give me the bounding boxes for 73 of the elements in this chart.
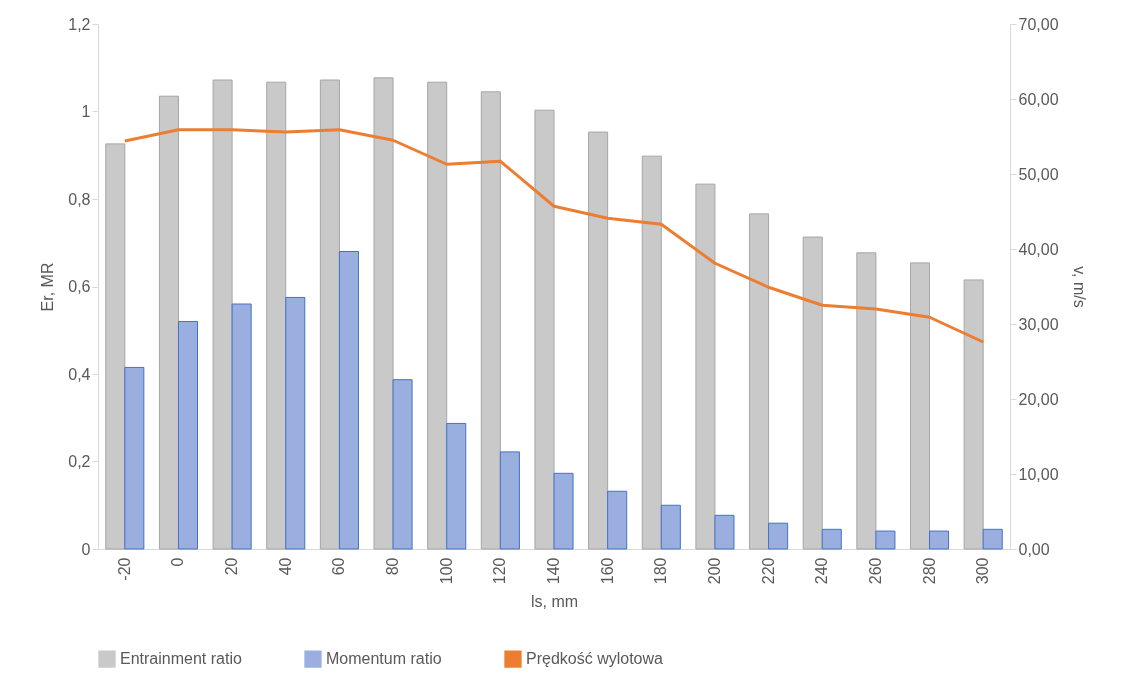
x-tick-label: 240 <box>813 557 831 585</box>
x-tick-label: 280 <box>920 557 938 585</box>
legend-label: Momentum ratio <box>326 650 442 668</box>
y2-tick-label: 70,00 <box>1018 15 1059 33</box>
y-axis-title: Er, MR <box>39 262 57 312</box>
x-tick-label: 120 <box>491 557 509 585</box>
y-tick-label: 1,2 <box>68 15 91 33</box>
x-tick-label: 20 <box>223 557 241 576</box>
bar <box>821 528 842 550</box>
bar <box>427 81 448 550</box>
y2-axis-title: v, m/s <box>1070 266 1088 308</box>
x-tick-label: 0 <box>169 557 187 567</box>
bar <box>749 213 770 550</box>
bar <box>641 155 662 550</box>
y-tick-label: 1 <box>81 103 91 120</box>
bar <box>929 530 950 550</box>
bar <box>338 251 359 550</box>
x-tick-label: 260 <box>866 557 884 585</box>
y-tick-label: 0,2 <box>68 453 91 470</box>
y2-tick-label: 50,00 <box>1018 165 1059 183</box>
x-tick-label: 200 <box>705 557 723 585</box>
x-tick-label: 220 <box>759 557 777 585</box>
x-tick-label: 160 <box>598 557 616 585</box>
bar <box>124 366 145 550</box>
y2-tick-label: 60,00 <box>1018 90 1059 108</box>
bar <box>158 95 179 550</box>
bar <box>373 77 394 550</box>
bar <box>480 91 501 550</box>
bar <box>875 530 896 550</box>
y2-tick-label: 40,00 <box>1018 240 1059 258</box>
bar <box>499 451 520 550</box>
bar <box>714 514 735 550</box>
legend-label: Prędkość wylotowa <box>526 650 664 668</box>
bar <box>982 528 1003 550</box>
bar <box>909 262 931 550</box>
y-tick-label: 0 <box>81 540 91 558</box>
bar <box>285 296 306 550</box>
bar <box>802 236 823 550</box>
y-tick-label: 0,4 <box>68 365 91 383</box>
y2-tick-label: 0,00 <box>1018 540 1050 558</box>
bar <box>319 79 340 550</box>
y2-tick-label: 10,00 <box>1018 465 1059 483</box>
bar <box>105 143 126 550</box>
bar <box>695 183 716 550</box>
bar <box>588 131 609 550</box>
x-tick-label: 100 <box>437 557 455 585</box>
y-tick-label: 0,8 <box>68 190 91 208</box>
bar <box>768 522 789 550</box>
bar <box>607 490 628 550</box>
bar <box>963 279 984 550</box>
line-series <box>123 128 985 344</box>
y-tick-label: 0,6 <box>68 278 91 295</box>
x-axis-title: ls, mm <box>530 593 579 611</box>
x-tick-label: 80 <box>384 557 402 576</box>
bar <box>660 504 681 550</box>
y2-tick-label: 20,00 <box>1018 390 1059 408</box>
bar <box>266 81 287 550</box>
bar <box>446 422 467 550</box>
x-tick-label: 40 <box>276 557 294 576</box>
legend-label: Entrainment ratio <box>120 650 242 668</box>
bar <box>177 321 199 550</box>
bar <box>856 252 877 550</box>
bar <box>553 472 574 550</box>
x-tick-label: 60 <box>330 557 348 576</box>
bar <box>212 79 233 550</box>
bar <box>392 379 413 550</box>
bar <box>231 303 252 550</box>
bar <box>534 109 555 550</box>
x-tick-label: 180 <box>652 557 670 585</box>
x-tick-label: -20 <box>115 557 133 581</box>
x-tick-label: 300 <box>974 557 992 585</box>
y2-tick-label: 30,00 <box>1018 315 1059 333</box>
x-tick-label: 140 <box>545 557 562 585</box>
